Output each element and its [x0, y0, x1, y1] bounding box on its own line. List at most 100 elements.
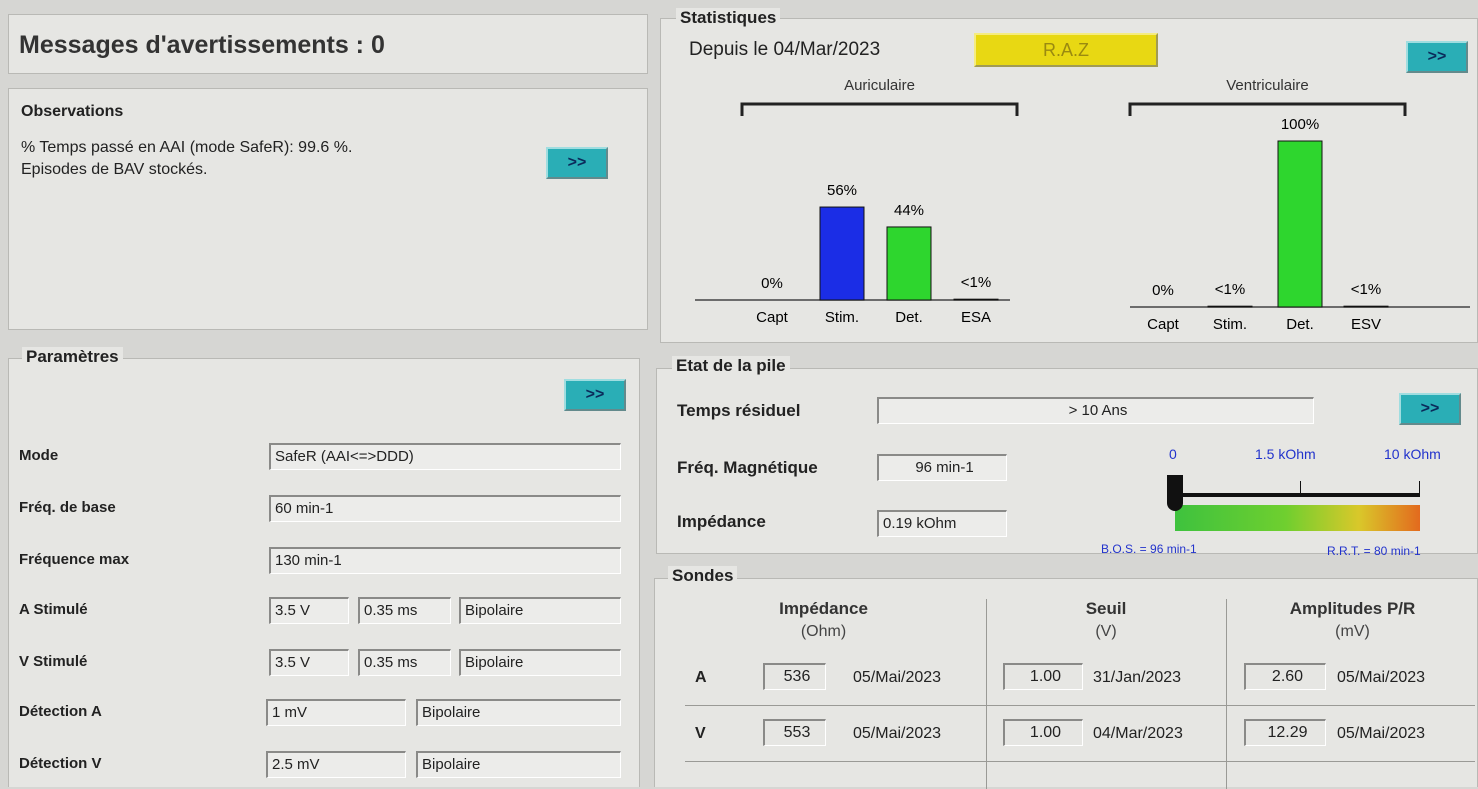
rrt-label: R.R.T. = 80 min-1 — [1327, 544, 1421, 558]
gauge-label: 0 — [1169, 446, 1177, 462]
gauge-label: 10 kOhm — [1384, 446, 1441, 462]
value-label: <1% — [1351, 281, 1381, 298]
bracket — [740, 102, 1019, 116]
category-label: Capt — [1147, 316, 1180, 333]
lead-date: 05/Mai/2023 — [1337, 725, 1426, 742]
value-label: 0% — [761, 275, 783, 292]
observation-line: % Temps passé en AAI (mode SafeR): 99.6 … — [21, 139, 353, 156]
value-label: 0% — [1152, 282, 1174, 299]
battery-field: 96 min-1 — [877, 454, 1007, 481]
lead-value: 553 — [763, 719, 826, 746]
parameters-panel: >> Mode SafeR (AAI<=>DDD) Fréq. de base 60 … — [8, 358, 640, 787]
gauge-line — [1175, 481, 1420, 503]
value-label: 56% — [827, 182, 857, 199]
parameter-field: 60 min-1 — [269, 495, 621, 522]
category-label: ESV — [1351, 316, 1381, 333]
parameter-field: 0.35 ms — [358, 597, 451, 624]
lead-label: V — [695, 725, 706, 742]
battery-button[interactable]: >> — [1399, 393, 1461, 425]
parameters-button[interactable]: >> — [564, 379, 626, 411]
battery-field: 0.19 kOhm — [877, 510, 1007, 537]
parameter-field: 130 min-1 — [269, 547, 621, 574]
gauge-bar — [1175, 505, 1420, 531]
lead-value: 1.00 — [1003, 663, 1083, 690]
bos-label: B.O.S. = 96 min-1 — [1101, 542, 1197, 556]
column-title: Seuil — [1085, 599, 1127, 618]
battery-label: Impédance — [677, 512, 766, 531]
column-divider — [986, 599, 987, 789]
battery-panel: Temps résiduel > 10 Ans Fréq. Magnétique… — [656, 368, 1478, 558]
battery-label: Fréq. Magnétique — [677, 458, 818, 477]
gauge-marker — [1167, 475, 1183, 511]
column-unit: (mV) — [1335, 623, 1370, 640]
statistics-panel: Depuis le 04/Mar/2023 R.A.Z >> — [660, 18, 1478, 343]
category-label: Stim. — [825, 309, 859, 326]
column-unit: (Ohm) — [800, 623, 847, 640]
battery-label: Temps résiduel — [677, 401, 801, 420]
category-label: Capt — [756, 309, 789, 326]
parameter-field: 1 mV — [266, 699, 406, 726]
bar — [1277, 140, 1323, 308]
observation-line: Episodes de BAV stockés. — [21, 161, 208, 178]
parameter-field: 3.5 V — [269, 597, 349, 624]
parameter-field: Bipolaire — [459, 649, 621, 676]
lead-value: 536 — [763, 663, 826, 690]
category-label: Det. — [1286, 316, 1314, 333]
parameter-field: Bipolaire — [459, 597, 621, 624]
category-label: Stim. — [1213, 316, 1247, 333]
row-divider — [685, 761, 1475, 762]
value-label: <1% — [961, 274, 991, 291]
reset-button[interactable]: R.A.Z — [974, 33, 1158, 67]
category-label: ESA — [961, 309, 991, 326]
observations-button[interactable]: >> — [546, 147, 608, 179]
statistics-since: Depuis le 04/Mar/2023 — [689, 39, 881, 60]
parameter-label: Mode — [19, 447, 59, 464]
leads-title: Sondes — [668, 566, 738, 586]
value-label: <1% — [1215, 281, 1245, 298]
bar — [953, 298, 999, 301]
lead-value: 1.00 — [1003, 719, 1083, 746]
parameter-field: Bipolaire — [416, 699, 621, 726]
leads-panel: Impédance (Ohm) Seuil (V) Amplitudes P/R (mV)… — [654, 578, 1478, 789]
lead-date: 31/Jan/2023 — [1093, 669, 1182, 686]
column-title: Impédance — [779, 599, 868, 618]
bar — [819, 206, 865, 301]
observations-panel: Observations % Temps passé en AAI (mode … — [8, 88, 648, 330]
row-divider — [685, 705, 1475, 706]
parameter-label: V Stimulé — [19, 653, 88, 670]
lead-value: 2.60 — [1244, 663, 1326, 690]
lead-date: 05/Mai/2023 — [853, 725, 942, 742]
warnings-panel: Messages d'avertissements : 0 — [8, 14, 648, 74]
column-title: Amplitudes P/R — [1289, 599, 1416, 618]
lead-date: 04/Mar/2023 — [1093, 725, 1183, 742]
gauge-label: 1.5 kOhm — [1255, 446, 1316, 462]
battery-field: > 10 Ans — [877, 397, 1314, 424]
bar — [1343, 305, 1389, 308]
statistics-title: Statistiques — [676, 8, 781, 28]
statistics-button[interactable]: >> — [1406, 41, 1468, 73]
parameter-label: Fréq. de base — [19, 499, 116, 516]
battery-title: Etat de la pile — [672, 356, 790, 376]
parameters-title: Paramètres — [22, 347, 123, 367]
chart-title: Ventriculaire — [1226, 77, 1309, 94]
statistics-charts: Auriculaire 0% Capt 56% Stim. 44% Det. <1% ESA Ve… — [695, 77, 1470, 333]
value-label: 100% — [1281, 116, 1319, 133]
parameter-label: A Stimulé — [19, 601, 88, 618]
lead-label: A — [695, 669, 707, 686]
parameter-field: 3.5 V — [269, 649, 349, 676]
parameter-field: Bipolaire — [416, 751, 621, 778]
lead-date: 05/Mai/2023 — [853, 669, 942, 686]
category-label: Det. — [895, 309, 923, 326]
parameter-field: 2.5 mV — [266, 751, 406, 778]
observations-title: Observations — [21, 103, 124, 120]
parameter-label: Détection V — [19, 755, 102, 772]
chart-title: Auriculaire — [844, 77, 915, 94]
parameter-field: 0.35 ms — [358, 649, 451, 676]
lead-date: 05/Mai/2023 — [1337, 669, 1426, 686]
warnings-title: Messages d'avertissements : 0 — [19, 31, 385, 59]
bar — [1207, 305, 1253, 308]
parameter-label: Fréquence max — [19, 551, 130, 568]
column-unit: (V) — [1095, 623, 1117, 640]
value-label: 44% — [894, 202, 924, 219]
